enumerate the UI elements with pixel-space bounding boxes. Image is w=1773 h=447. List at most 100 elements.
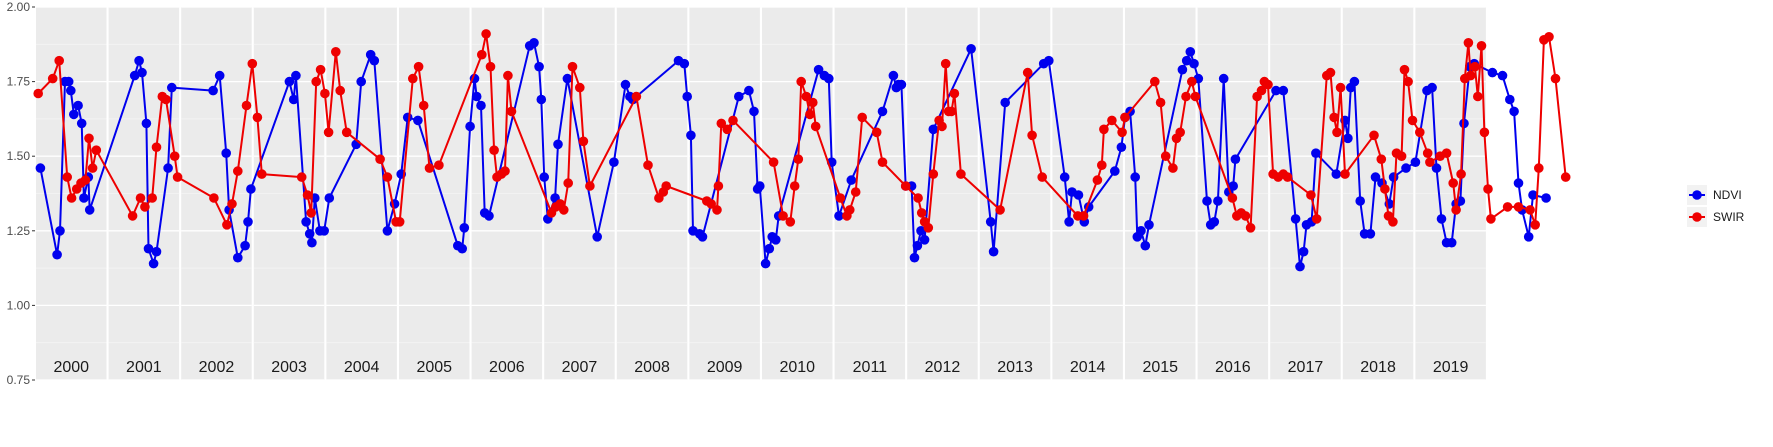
- data-point: [161, 94, 171, 105]
- data-point: [1465, 70, 1476, 81]
- data-point: [241, 100, 252, 111]
- y-tick-label: 1.50: [7, 149, 31, 163]
- data-point: [375, 154, 385, 164]
- data-point: [1544, 32, 1554, 42]
- data-point: [1325, 67, 1336, 78]
- data-point: [824, 73, 834, 84]
- data-point: [1388, 172, 1399, 182]
- data-point: [728, 115, 738, 126]
- data-point: [1407, 115, 1418, 126]
- data-point: [1401, 163, 1411, 173]
- data-point: [408, 73, 418, 84]
- data-point: [808, 97, 818, 108]
- series-swir: [33, 29, 1571, 233]
- data-point: [257, 169, 267, 179]
- data-point: [871, 127, 882, 138]
- data-point: [233, 252, 243, 263]
- data-point: [331, 47, 341, 57]
- data-point: [1329, 112, 1339, 123]
- data-point: [323, 127, 334, 138]
- data-point: [1497, 70, 1508, 81]
- data-point: [1470, 61, 1480, 72]
- y-tick-label: 2.00: [7, 0, 31, 14]
- data-point: [240, 240, 250, 251]
- data-point: [1000, 97, 1010, 108]
- data-point: [301, 217, 311, 227]
- year-label: 2013: [997, 359, 1033, 376]
- data-point: [1403, 76, 1413, 87]
- data-point: [214, 70, 225, 81]
- data-point: [208, 85, 218, 96]
- data-point: [744, 85, 754, 96]
- data-point: [481, 29, 491, 39]
- data-point: [382, 172, 393, 182]
- data-point: [553, 139, 563, 150]
- data-point: [734, 91, 744, 102]
- data-point: [465, 121, 475, 132]
- data-point: [1213, 196, 1223, 206]
- data-point: [1227, 193, 1238, 203]
- series-ndvi: [35, 38, 1551, 272]
- data-point: [477, 49, 487, 60]
- year-label: 2007: [562, 359, 598, 376]
- data-point: [1332, 127, 1342, 138]
- data-point: [1550, 73, 1561, 84]
- y-tick-label: 0.75: [7, 373, 31, 387]
- data-point: [796, 76, 806, 87]
- data-point: [369, 55, 380, 66]
- data-point: [1410, 157, 1421, 167]
- data-point: [845, 205, 855, 215]
- data-point: [151, 246, 162, 257]
- data-point: [1560, 172, 1571, 182]
- data-point: [1427, 82, 1437, 93]
- data-point: [966, 44, 976, 54]
- data-point: [413, 61, 424, 72]
- data-point: [1278, 85, 1289, 96]
- data-point: [47, 73, 58, 84]
- data-point: [434, 160, 444, 170]
- data-point: [813, 64, 824, 75]
- data-point: [937, 121, 947, 132]
- data-point: [87, 163, 98, 173]
- data-point: [33, 88, 43, 99]
- data-point: [896, 79, 907, 90]
- data-point: [315, 64, 326, 75]
- data-point: [1456, 169, 1466, 179]
- data-point: [1422, 148, 1433, 158]
- data-point: [1541, 193, 1551, 203]
- data-point: [1473, 91, 1483, 102]
- data-point: [1479, 127, 1490, 138]
- data-point: [288, 94, 299, 105]
- data-point: [1140, 240, 1151, 251]
- data-point: [850, 187, 861, 197]
- data-point: [246, 184, 256, 194]
- data-point: [1431, 163, 1442, 173]
- data-point: [1425, 157, 1435, 167]
- data-point: [135, 193, 146, 203]
- data-point: [284, 76, 295, 87]
- data-point: [1230, 154, 1241, 164]
- data-point: [716, 118, 727, 129]
- data-point: [1271, 85, 1281, 96]
- data-point: [247, 58, 258, 69]
- year-label: 2011: [853, 359, 888, 376]
- data-point: [402, 112, 413, 123]
- data-point: [1463, 38, 1474, 48]
- data-point: [484, 211, 494, 221]
- data-point: [643, 160, 653, 170]
- y-axis: 0.75 1.00 1.25 1.50 1.75 2.00: [7, 0, 35, 387]
- data-point: [129, 70, 140, 81]
- data-point: [539, 172, 549, 182]
- data-point: [1228, 181, 1238, 191]
- y-tick-label: 1.25: [7, 224, 31, 238]
- data-point: [1343, 133, 1353, 144]
- data-point: [147, 193, 157, 203]
- data-point: [1509, 106, 1519, 117]
- data-point: [424, 163, 435, 173]
- data-point: [1446, 237, 1457, 248]
- legend-label: NDVI: [1713, 188, 1742, 202]
- data-point: [1365, 229, 1376, 239]
- data-point: [1107, 115, 1117, 126]
